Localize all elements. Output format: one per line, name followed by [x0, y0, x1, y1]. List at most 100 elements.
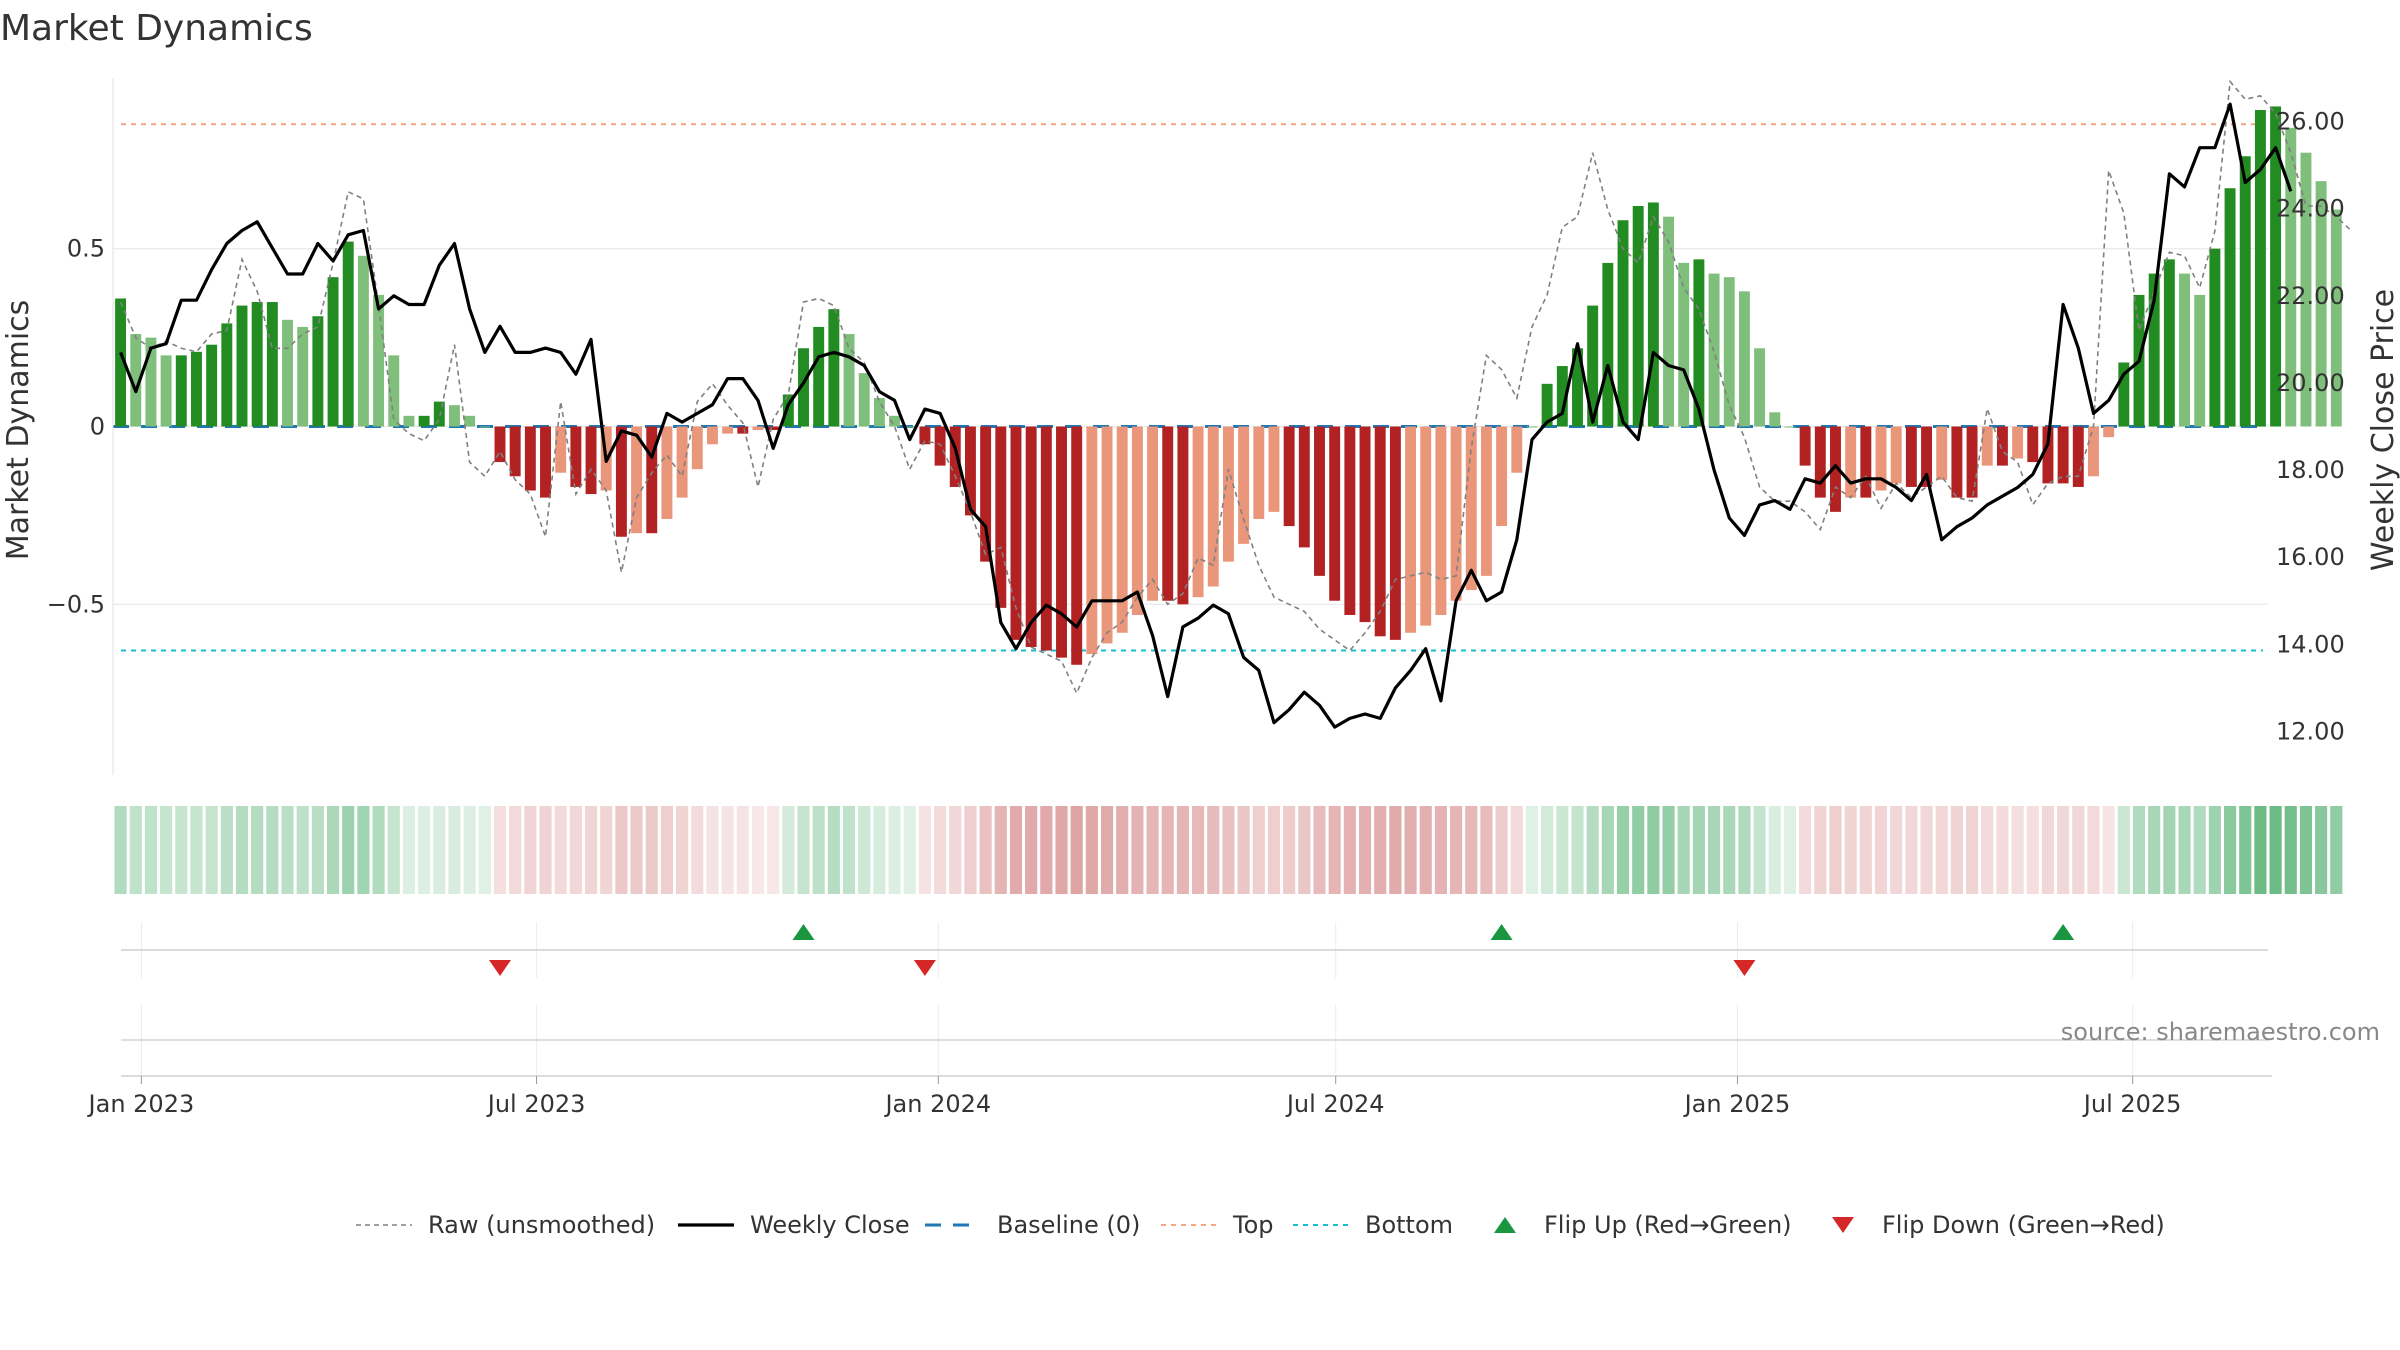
- legend-label: Top: [1232, 1211, 1274, 1239]
- momentum-bar: [1131, 426, 1143, 615]
- momentum-bar: [2163, 259, 2175, 427]
- heat-cell: [1525, 806, 1539, 894]
- momentum-bar: [448, 405, 460, 427]
- heat-cell: [842, 806, 856, 894]
- reference-lines: [113, 123, 2268, 652]
- momentum-bar: [1572, 348, 1583, 427]
- heat-cell: [1237, 806, 1250, 894]
- heat-cell: [827, 806, 840, 894]
- heat-cell: [539, 806, 552, 894]
- momentum-bar: [2179, 273, 2190, 427]
- heat-cell: [1343, 806, 1356, 894]
- momentum-bar: [1617, 220, 1629, 427]
- heat-cell: [2087, 806, 2100, 894]
- momentum-bar: [1678, 262, 1690, 427]
- momentum-bar: [1222, 426, 1234, 562]
- heat-cell: [129, 806, 142, 894]
- heat-cell: [1176, 806, 1189, 894]
- momentum-bar: [1966, 426, 1978, 498]
- heat-cell: [1586, 806, 1599, 894]
- momentum-bar: [524, 426, 536, 491]
- heat-cell: [2026, 806, 2039, 894]
- heat-cell: [2223, 806, 2237, 894]
- momentum-bar: [1511, 426, 1523, 473]
- heat-cell: [2208, 806, 2221, 894]
- heat-cell: [751, 806, 765, 894]
- momentum-bar: [1314, 426, 1325, 576]
- heat-cell: [509, 806, 522, 894]
- heat-cell: [1859, 806, 1872, 894]
- heat-cell: [296, 806, 309, 894]
- source-panel: [121, 1005, 2268, 1075]
- heat-cell: [493, 806, 507, 894]
- momentum-bar: [585, 426, 597, 495]
- heat-cell: [387, 806, 400, 894]
- heat-cell: [357, 806, 370, 894]
- momentum-bar: [1071, 426, 1083, 665]
- heat-cell: [1161, 806, 1174, 894]
- y-tick-label-right: 18.00: [2276, 456, 2345, 484]
- heat-cell: [2284, 806, 2297, 894]
- momentum-bar: [540, 426, 551, 498]
- heat-cell: [478, 806, 491, 894]
- flip-down-marker: [913, 960, 936, 976]
- heat-cell: [433, 806, 446, 894]
- momentum-bar: [2254, 110, 2266, 427]
- momentum-bar: [767, 426, 779, 431]
- heat-cell: [1753, 806, 1766, 894]
- weekly-close-layer: [119, 102, 2293, 729]
- heat-cell: [888, 806, 901, 894]
- y-tick-label-right: 22.00: [2276, 282, 2345, 310]
- momentum-bar: [2118, 362, 2130, 427]
- momentum-bar: [1647, 202, 1659, 427]
- heat-cell: [1571, 806, 1584, 894]
- momentum-bar: [782, 394, 794, 427]
- heat-cell: [2163, 806, 2176, 894]
- momentum-bar: [1450, 426, 1462, 601]
- y-tick-label-left: −0.5: [47, 590, 105, 618]
- momentum-bar: [1116, 426, 1128, 633]
- momentum-bar: [2315, 181, 2327, 427]
- heat-cell: [524, 806, 537, 894]
- heat-cell: [1389, 806, 1402, 894]
- heat-cell: [1450, 806, 1463, 894]
- heat-cell: [1541, 806, 1554, 894]
- heat-cell: [114, 806, 127, 894]
- heat-cell: [797, 806, 810, 894]
- momentum-bar: [145, 337, 157, 427]
- momentum-bar: [828, 309, 840, 427]
- heat-cell: [326, 806, 340, 894]
- momentum-bar: [1162, 426, 1174, 601]
- momentum-bar: [388, 355, 400, 427]
- momentum-bar: [1435, 426, 1447, 615]
- momentum-bar: [1177, 426, 1189, 605]
- heat-cell: [1935, 806, 1948, 894]
- heat-cell: [1404, 806, 1417, 894]
- momentum-bar: [509, 426, 521, 477]
- y-tick-label-right: 16.00: [2276, 543, 2345, 571]
- momentum-bar: [1799, 426, 1811, 466]
- heat-cell: [1419, 806, 1432, 894]
- momentum-bar: [266, 302, 278, 427]
- heat-cell: [1692, 806, 1705, 894]
- momentum-bar: [995, 426, 1007, 608]
- heat-cell: [342, 806, 355, 894]
- heat-cell: [2072, 806, 2085, 894]
- heat-cell: [691, 806, 704, 894]
- flip-up-marker: [1490, 924, 1513, 940]
- momentum-bar: [403, 415, 415, 427]
- momentum-bar: [631, 426, 643, 534]
- source-label: source: sharemaestro.com: [2061, 1018, 2380, 1046]
- heat-cell: [402, 806, 416, 894]
- momentum-bar: [479, 426, 491, 428]
- momentum-bar: [843, 334, 855, 427]
- momentum-bar: [206, 344, 218, 427]
- heat-cell: [934, 806, 947, 894]
- legend-label: Weekly Close: [750, 1211, 910, 1239]
- heat-cell: [2254, 806, 2267, 894]
- raw-series-layer: [119, 79, 2353, 696]
- legend: Raw (unsmoothed) Weekly Close Baseline (0)…: [356, 1211, 2165, 1239]
- momentum-bar: [1480, 426, 1492, 576]
- heat-cell: [175, 806, 188, 894]
- heat-cell: [1723, 806, 1736, 894]
